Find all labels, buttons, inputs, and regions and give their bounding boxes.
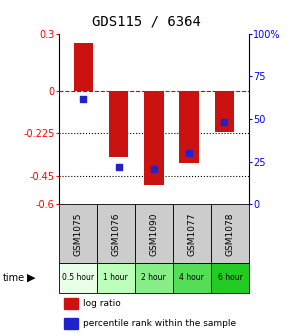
Point bbox=[222, 120, 227, 125]
Text: GDS115 / 6364: GDS115 / 6364 bbox=[92, 15, 201, 29]
Point bbox=[116, 164, 121, 170]
Text: GSM1077: GSM1077 bbox=[188, 212, 196, 256]
Bar bbox=[211, 263, 249, 293]
Bar bbox=[97, 205, 135, 263]
Bar bbox=[64, 298, 78, 309]
Bar bbox=[135, 205, 173, 263]
Text: 4 hour: 4 hour bbox=[180, 274, 204, 282]
Bar bbox=[64, 318, 78, 329]
Text: 2 hour: 2 hour bbox=[142, 274, 166, 282]
Bar bbox=[173, 205, 211, 263]
Bar bbox=[179, 91, 199, 163]
Text: percentile rank within the sample: percentile rank within the sample bbox=[83, 319, 236, 328]
Bar bbox=[215, 91, 234, 132]
Bar bbox=[109, 91, 128, 157]
Bar bbox=[135, 263, 173, 293]
Text: GSM1078: GSM1078 bbox=[226, 212, 234, 256]
Point bbox=[81, 96, 86, 101]
Text: GSM1076: GSM1076 bbox=[111, 212, 120, 256]
Bar bbox=[144, 91, 163, 185]
Bar bbox=[97, 263, 135, 293]
Point bbox=[151, 166, 156, 171]
Bar bbox=[59, 205, 97, 263]
Text: ▶: ▶ bbox=[26, 273, 35, 283]
Bar bbox=[74, 43, 93, 91]
Text: GSM1075: GSM1075 bbox=[73, 212, 82, 256]
Text: log ratio: log ratio bbox=[83, 299, 121, 308]
Text: 1 hour: 1 hour bbox=[103, 274, 128, 282]
Text: GSM1090: GSM1090 bbox=[149, 212, 158, 256]
Point bbox=[187, 151, 191, 156]
Bar bbox=[211, 205, 249, 263]
Text: 0.5 hour: 0.5 hour bbox=[62, 274, 94, 282]
Bar bbox=[173, 263, 211, 293]
Text: time: time bbox=[3, 273, 25, 283]
Bar bbox=[59, 263, 97, 293]
Text: 6 hour: 6 hour bbox=[218, 274, 242, 282]
